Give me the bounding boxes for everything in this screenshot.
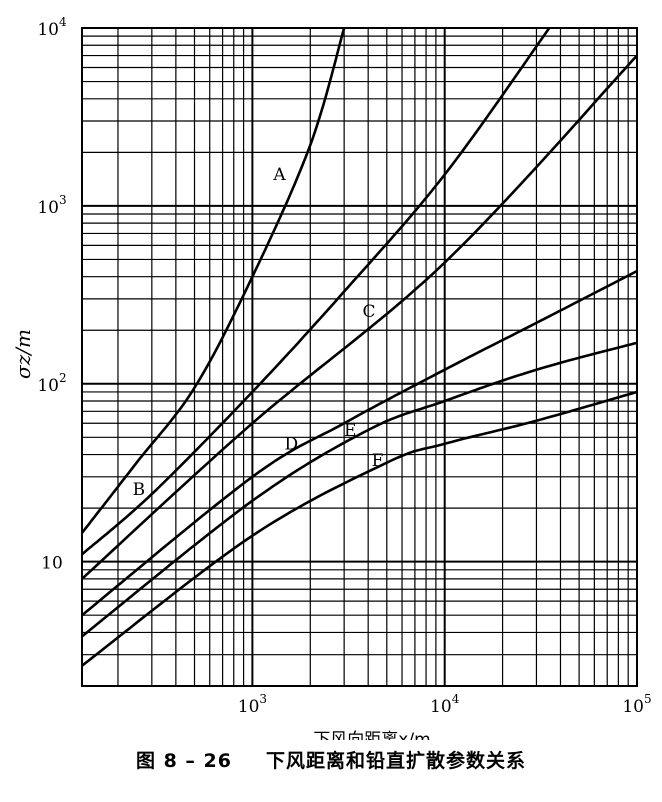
y-tick-label: 10 xyxy=(41,554,63,574)
series-label-d: D xyxy=(284,435,298,455)
series-group xyxy=(80,27,638,667)
figure-title: 下风距离和铅直扩散参数关系 xyxy=(266,750,527,772)
series-line-f xyxy=(81,390,638,667)
y-tick-exponent: 3 xyxy=(59,193,67,207)
series-line-d xyxy=(81,269,638,617)
y-tick-label: 104 xyxy=(37,15,67,40)
x-tick-exponent: 4 xyxy=(452,692,460,706)
x-tick-exponent: 5 xyxy=(644,692,652,706)
y-axis-label: σz/m xyxy=(11,329,35,379)
series-labels: A B C D EF xyxy=(133,165,384,500)
sigma-z-chart: A B C D EF 103 104 105 10 102 103 104 下风向距离x/m σz… xyxy=(11,15,652,740)
plot-frame xyxy=(81,27,638,687)
x-tick-label: 103 xyxy=(238,692,267,717)
x-tick-exponent: 3 xyxy=(259,692,267,706)
y-tick-label: 102 xyxy=(37,371,66,396)
series-line-a xyxy=(80,27,346,534)
x-tick-labels: 103 104 105 xyxy=(238,692,652,717)
y-tick-label: 103 xyxy=(37,193,66,218)
y-tick-labels: 10 102 103 104 xyxy=(37,15,67,574)
series-label-a: A xyxy=(272,165,286,185)
figure-caption: 图 8 – 26 下风距离和铅直扩散参数关系 xyxy=(0,746,662,773)
series-line-e xyxy=(81,341,638,638)
series-line-c xyxy=(81,54,638,580)
grid xyxy=(82,27,638,687)
y-tick-exponent: 2 xyxy=(59,371,67,385)
x-axis-label: 下风向距离x/m xyxy=(313,730,430,740)
figure-number: 图 8 – 26 xyxy=(135,750,232,772)
series-label-c: C xyxy=(362,302,375,322)
series-label-b: B xyxy=(133,480,146,500)
series-line-b xyxy=(81,27,551,556)
x-tick-label: 104 xyxy=(430,692,460,717)
x-tick-label: 105 xyxy=(622,692,651,717)
series-label-f: F xyxy=(372,451,384,471)
y-tick-exponent: 4 xyxy=(59,15,67,29)
series-label-e: E xyxy=(344,421,356,441)
